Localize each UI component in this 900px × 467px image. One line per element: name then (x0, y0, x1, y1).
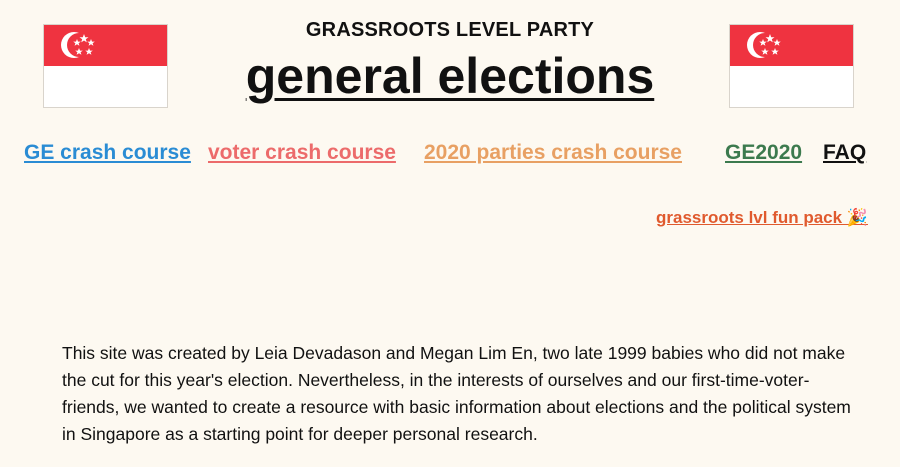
nav-link-ge-crash-course[interactable]: GE crash course (24, 141, 191, 164)
about-paragraph: This site was created by Leia Devadason … (62, 342, 851, 444)
party-name: GRASSROOTS LEVEL PARTY (305, 19, 595, 41)
page-title: general elections (245, 48, 655, 104)
fun-pack-link[interactable]: grassroots lvl fun pack 🎉 (655, 208, 868, 227)
singapore-flag-icon-right (729, 24, 854, 108)
nav-link-faq[interactable]: FAQ (823, 141, 867, 164)
flag-white-band (44, 66, 167, 107)
singapore-flag-icon-left (43, 24, 168, 108)
flag-white-band (730, 66, 853, 107)
crescent-stars-icon (61, 32, 95, 58)
nav-link-voter-crash-course[interactable]: voter crash course (208, 141, 396, 164)
nav-link-2020-parties-crash-course[interactable]: 2020 parties crash course (424, 141, 682, 164)
nav-link-ge2020[interactable]: GE2020 (725, 141, 803, 164)
crescent-stars-icon (747, 32, 781, 58)
